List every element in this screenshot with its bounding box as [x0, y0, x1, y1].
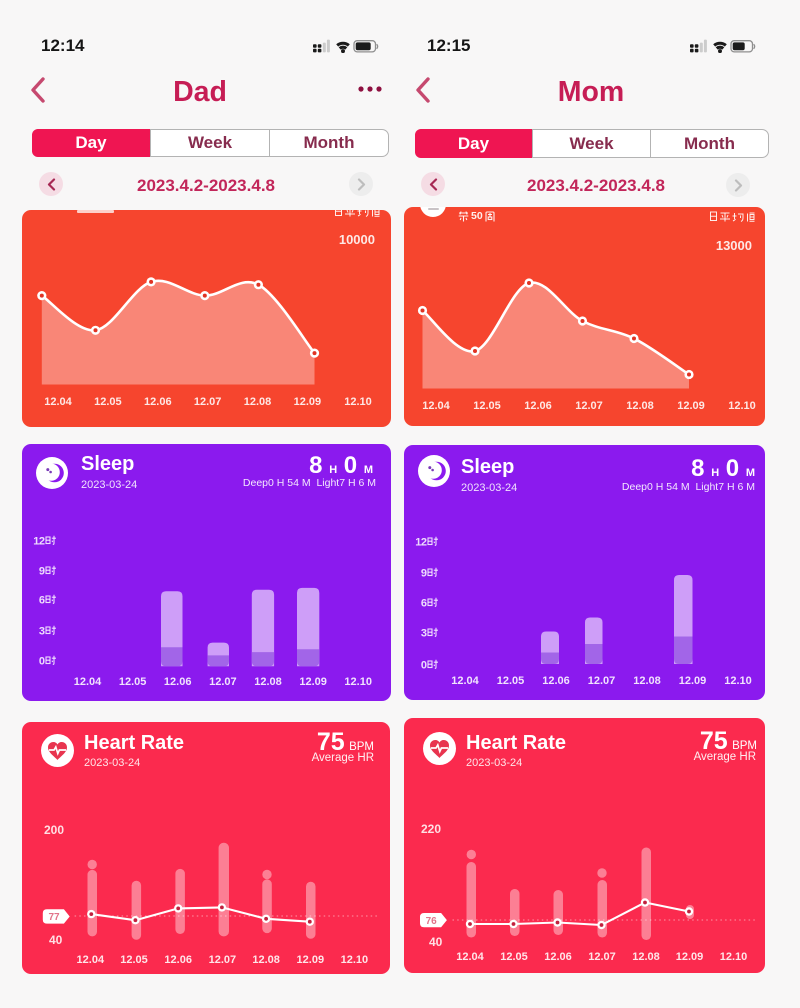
- svg-text:76: 76: [426, 916, 438, 927]
- svg-text:77: 77: [48, 912, 60, 923]
